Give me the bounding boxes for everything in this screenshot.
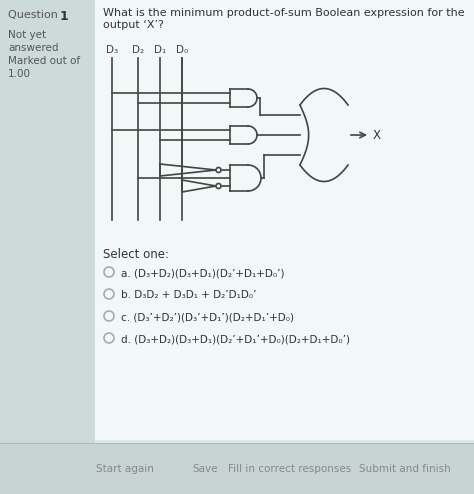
Text: 1: 1	[60, 10, 69, 23]
Text: D₁: D₁	[154, 45, 166, 55]
Text: Not yet: Not yet	[8, 30, 46, 40]
Text: D₀: D₀	[176, 45, 188, 55]
FancyBboxPatch shape	[95, 0, 474, 440]
Text: c. (D₃’+D₂’)(D₃’+D₁’)(D₂+D₁’+D₀): c. (D₃’+D₂’)(D₃’+D₁’)(D₂+D₁’+D₀)	[121, 312, 294, 322]
Text: What is the minimum product-of-sum Boolean expression for the output ‘X’?: What is the minimum product-of-sum Boole…	[103, 8, 465, 30]
Circle shape	[104, 289, 114, 299]
Text: answered: answered	[8, 43, 58, 53]
Text: a. (D₃+D₂)(D₃+D₁)(D₂’+D₁+D₀’): a. (D₃+D₂)(D₃+D₁)(D₂’+D₁+D₀’)	[121, 268, 284, 278]
Circle shape	[104, 333, 114, 343]
Circle shape	[104, 267, 114, 277]
Text: Start again: Start again	[96, 463, 154, 474]
Circle shape	[104, 311, 114, 321]
Text: D₂: D₂	[132, 45, 144, 55]
Text: Save: Save	[192, 463, 218, 474]
Text: b. D₃D₂ + D₃D₁ + D₂’D₁D₀’: b. D₃D₂ + D₃D₁ + D₂’D₁D₀’	[121, 290, 256, 300]
Text: Fill in correct responses: Fill in correct responses	[228, 463, 352, 474]
Text: d. (D₃+D₂)(D₃+D₁)(D₂’+D₁’+D₀)(D₂+D₁+D₀’): d. (D₃+D₂)(D₃+D₁)(D₂’+D₁’+D₀)(D₂+D₁+D₀’)	[121, 334, 350, 344]
FancyBboxPatch shape	[0, 443, 474, 494]
Text: Submit and finish: Submit and finish	[359, 463, 451, 474]
Text: Select one:: Select one:	[103, 248, 169, 261]
Circle shape	[216, 183, 221, 189]
Text: Question: Question	[8, 10, 61, 20]
Text: 1.00: 1.00	[8, 69, 31, 79]
Circle shape	[216, 167, 221, 172]
Text: Marked out of: Marked out of	[8, 56, 80, 66]
Text: X: X	[373, 128, 381, 141]
FancyBboxPatch shape	[0, 0, 95, 494]
Text: D₃: D₃	[106, 45, 118, 55]
